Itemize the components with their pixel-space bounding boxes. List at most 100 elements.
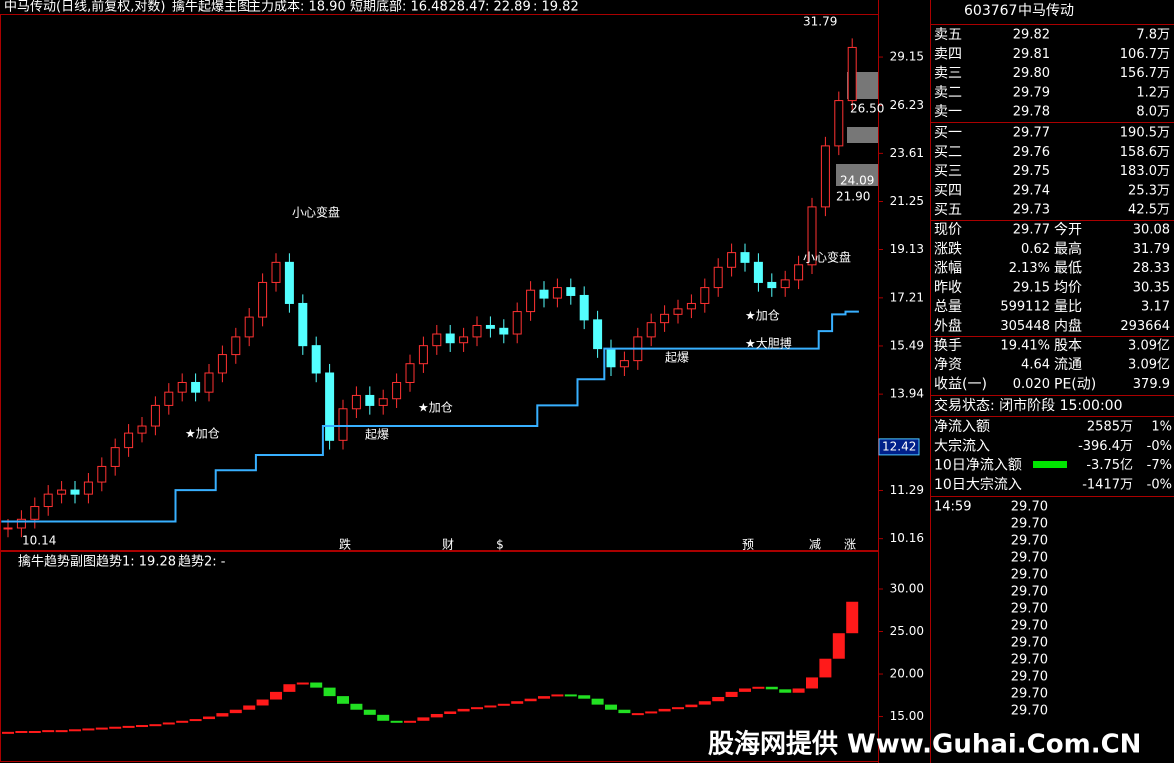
- indicator-label: 主力成本: 18.90: [248, 0, 346, 15]
- trend-bar: [270, 691, 282, 700]
- flow-label: 净流入额: [934, 419, 990, 435]
- candle: [30, 506, 40, 520]
- y-tick-label: 20.00: [890, 667, 924, 681]
- annotation: 起爆: [665, 351, 689, 365]
- trend-bar: [390, 720, 403, 723]
- candle: [351, 394, 361, 410]
- candle: [3, 527, 13, 530]
- trend-bar: [524, 698, 537, 702]
- trend-bar: [457, 708, 470, 712]
- y-tick-label: 21.25: [890, 194, 924, 208]
- trend-bar: [578, 695, 591, 699]
- flow-pct: 1%: [1151, 420, 1172, 435]
- trend-bar: [42, 730, 55, 733]
- trend-bar: [832, 633, 845, 659]
- candle: [83, 481, 93, 495]
- stat-value: 293664: [1120, 319, 1170, 334]
- trend-bar: [149, 724, 162, 727]
- trend-bar: [792, 688, 805, 693]
- candle: [700, 287, 710, 304]
- flow-pct: -7%: [1147, 458, 1172, 473]
- box: [836, 164, 878, 186]
- stat-label: 最高: [1054, 240, 1082, 257]
- trend-bar: [176, 720, 189, 723]
- stat-label: 收益(一): [934, 376, 987, 392]
- candle: [418, 345, 428, 365]
- book-label: 买五: [934, 202, 962, 218]
- y-tick-label: 15.00: [890, 709, 924, 723]
- sub-title: 擒牛趋势副图: [18, 554, 96, 570]
- book-price: 29.75: [1013, 164, 1050, 179]
- trend-bar: [497, 703, 510, 706]
- trend-bar: [631, 713, 644, 716]
- tick-price: 29.70: [1011, 619, 1048, 634]
- flow-label: 大宗流入: [934, 438, 990, 454]
- trend-bar: [189, 719, 202, 722]
- candle: [325, 372, 335, 441]
- annotation: 小心变盘: [292, 205, 340, 220]
- stat-value: 29.15: [1013, 280, 1050, 295]
- y-tick-label: 10.16: [890, 531, 924, 545]
- candle: [70, 489, 80, 495]
- stat-label: 涨跌: [934, 241, 962, 257]
- trend-bar: [672, 707, 684, 710]
- trend-bar: [698, 701, 711, 705]
- candle: [834, 100, 844, 147]
- event-marker: 减: [809, 538, 821, 552]
- trend-bar: [645, 711, 658, 714]
- candle: [378, 398, 388, 406]
- annotation: 小心变盘: [803, 250, 851, 265]
- trend-bar: [538, 696, 550, 699]
- y-tick-label: 17.21: [890, 290, 924, 304]
- trend-bar: [725, 691, 738, 697]
- stat-label: 股本: [1054, 338, 1082, 354]
- flow-label: 10日净流入额: [934, 458, 1022, 474]
- stat-label: 换手: [934, 337, 962, 354]
- stat-value: 3.17: [1141, 300, 1170, 315]
- tick-price: 29.70: [1011, 636, 1048, 651]
- book-volume: 156.7万: [1120, 66, 1170, 81]
- y-tick-label: 19.13: [890, 242, 924, 256]
- book-volume: 1.2万: [1136, 85, 1170, 100]
- stat-label: PE(动): [1054, 376, 1096, 392]
- trend-bar: [229, 709, 242, 714]
- candle: [539, 289, 549, 299]
- trend-bar: [779, 689, 792, 693]
- trend-bar: [162, 722, 175, 725]
- trend-bar: [243, 705, 256, 710]
- trend-bar: [122, 725, 135, 728]
- trend-bar: [765, 686, 778, 690]
- annotation: ★大胆搏: [745, 337, 792, 351]
- candle: [43, 493, 53, 508]
- candle: [16, 518, 26, 529]
- trend-bar: [658, 708, 671, 712]
- stat-label: 最低: [1054, 261, 1082, 277]
- sub-label: 趋势1: 19.28: [96, 554, 176, 570]
- candle: [552, 287, 562, 299]
- annotation: ★加仓: [745, 309, 780, 323]
- book-volume: 158.6万: [1120, 145, 1170, 160]
- candle: [191, 381, 201, 393]
- trend-bar: [605, 704, 617, 710]
- event-marker: 涨: [844, 537, 856, 552]
- candle: [258, 281, 268, 318]
- candle: [593, 319, 603, 350]
- y-tick-label: 29.15: [890, 50, 924, 64]
- trend-bar: [203, 716, 215, 720]
- stat-label: 内盘: [1054, 318, 1082, 335]
- book-label: 卖四: [934, 46, 962, 62]
- book-price: 29.82: [1013, 28, 1050, 43]
- stat-label: 涨幅: [934, 261, 962, 277]
- candle: [204, 372, 214, 393]
- stat-label: 总量: [934, 299, 962, 315]
- candle: [767, 281, 777, 289]
- book-label: 买三: [934, 164, 962, 180]
- stat-value: 3.09亿: [1128, 338, 1170, 353]
- trend-bar: [69, 729, 81, 732]
- event-marker: 财: [442, 538, 454, 552]
- trend-bar: [417, 717, 430, 721]
- book-price: 29.77: [1013, 126, 1050, 141]
- candle: [365, 394, 375, 406]
- support-line: [1, 310, 859, 523]
- candle: [137, 425, 147, 434]
